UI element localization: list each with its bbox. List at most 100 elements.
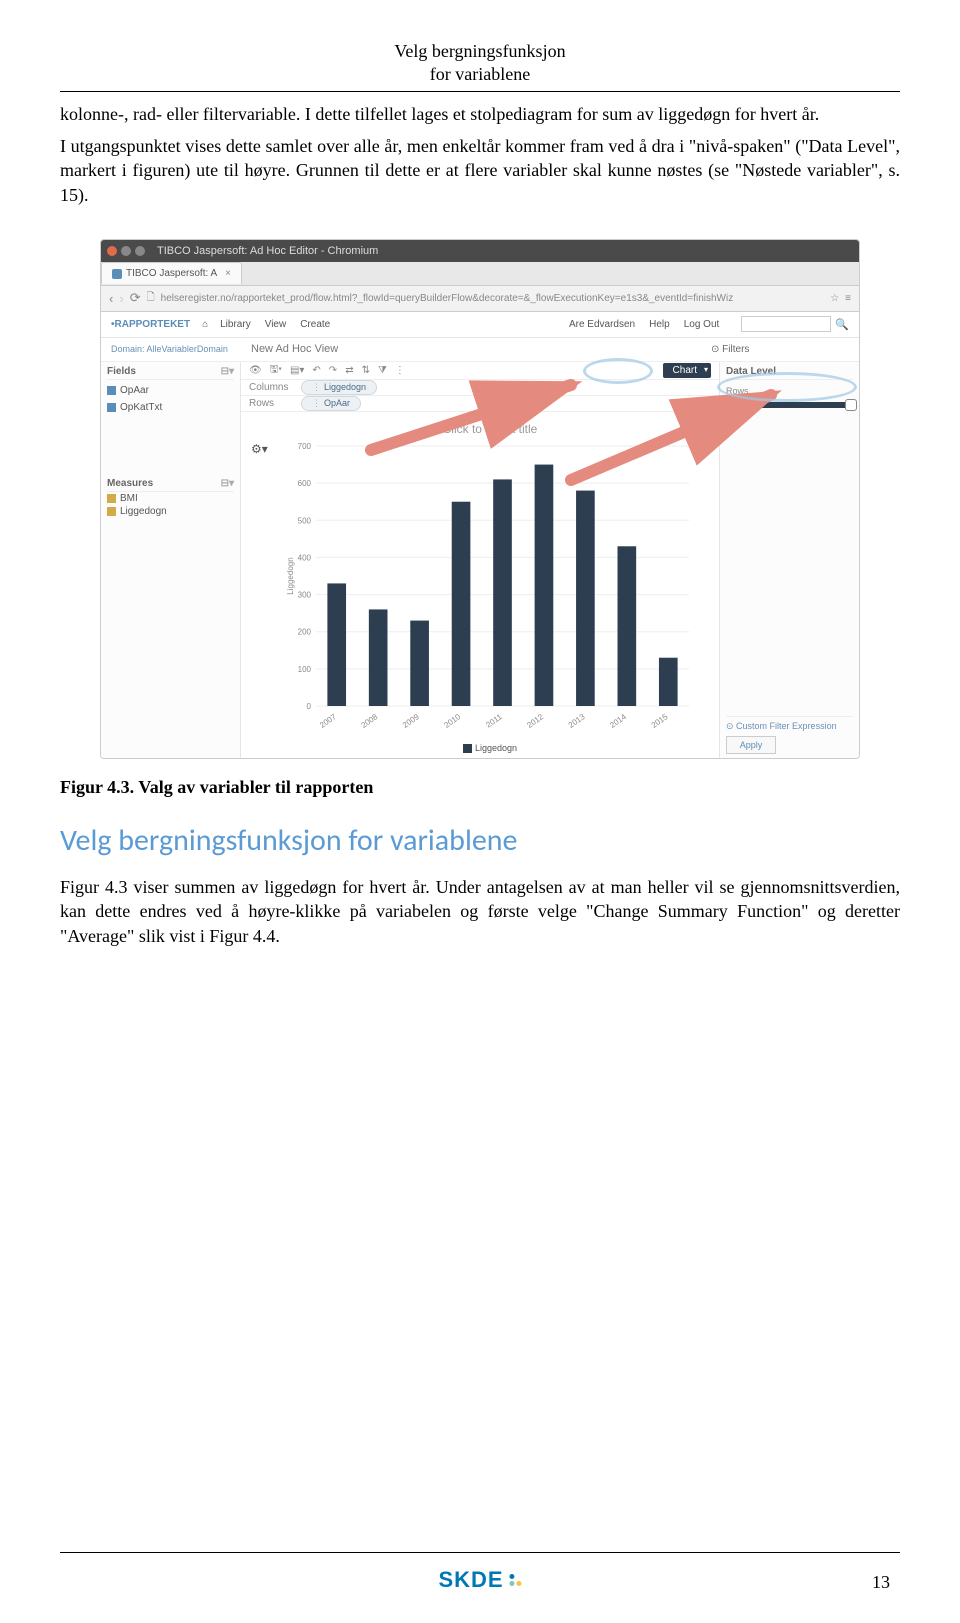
domain-label: Domain: AlleVariablerDomain <box>111 344 251 354</box>
columns-label: Columns <box>241 382 301 393</box>
reload-button[interactable]: ⟳ <box>130 290 141 306</box>
chart-type-dropdown[interactable]: Chart <box>663 363 711 378</box>
chart-legend: Liggedogn <box>281 743 699 753</box>
subhead-row: Domain: AlleVariablerDomain New Ad Hoc V… <box>101 338 859 362</box>
slider-knob[interactable] <box>845 399 857 411</box>
measure-icon <box>107 507 116 516</box>
measure-liggedogn[interactable]: Liggedogn <box>107 505 234 518</box>
page-number: 13 <box>872 1572 890 1593</box>
svg-text:100: 100 <box>298 665 312 674</box>
browser-tabbar: TIBCO Jaspersoft: A × <box>101 262 859 286</box>
svg-text:2013: 2013 <box>567 712 587 730</box>
tool-undo-icon[interactable]: ↶ <box>312 365 320 376</box>
back-button[interactable]: ‹ <box>109 291 113 306</box>
legend-swatch <box>463 744 472 753</box>
menu-create[interactable]: Create <box>300 319 330 330</box>
para-3: Figur 4.3 viser summen av liggedøgn for … <box>60 875 900 948</box>
logo-text: SKDE <box>438 1567 503 1593</box>
filters-panel-title: ⊙ <box>711 344 722 355</box>
app-brand[interactable]: •RAPPORTEKET <box>111 319 190 330</box>
tab-favicon <box>112 269 122 279</box>
tool-filter-icon[interactable]: ⧩ <box>378 365 387 376</box>
bar-chart: 0100200300400500600700200720082009201020… <box>281 436 699 736</box>
page-header: Velg bergningsfunksjon for variablene <box>0 0 960 87</box>
para-2: I utgangspunktet vises dette samlet over… <box>60 134 900 207</box>
fields-panel-title: Fields⊟▾ <box>107 366 234 380</box>
tool-save-icon[interactable]: 🖫▾ <box>270 362 282 379</box>
window-title: TIBCO Jaspersoft: Ad Hoc Editor - Chromi… <box>157 245 378 257</box>
rows-shelf[interactable]: Rows ⋮OpAar <box>241 396 719 412</box>
editor-toolbar: 👁 🖫▾ ▤▾ ↶ ↷ ⇄ ⇅ ⧩ ⋮ Chart <box>241 362 719 380</box>
url-text[interactable]: helseregister.no/rapporteket_prod/flow.h… <box>161 293 825 304</box>
columns-pill-liggedogn[interactable]: ⋮Liggedogn <box>301 380 377 395</box>
data-level-slider[interactable] <box>726 402 853 408</box>
custom-filter-link[interactable]: ⊙ Custom Filter Expression <box>726 716 853 736</box>
svg-text:2015: 2015 <box>650 712 670 730</box>
tool-eye-icon[interactable]: 👁 <box>249 365 262 376</box>
svg-text:400: 400 <box>298 553 312 562</box>
search-input[interactable] <box>741 316 831 332</box>
svg-text:500: 500 <box>298 516 312 525</box>
footer-logo: SKDE <box>438 1567 521 1593</box>
svg-text:2009: 2009 <box>401 712 421 730</box>
close-icon[interactable] <box>107 246 117 256</box>
forward-button[interactable]: › <box>119 291 123 306</box>
minimize-icon[interactable] <box>121 246 131 256</box>
menu-library[interactable]: Library <box>220 319 251 330</box>
field-opkattxt[interactable]: OpKatTxt <box>107 401 234 414</box>
tool-switch-icon[interactable]: ⇄ <box>345 365 353 376</box>
data-level-label: Data Level <box>726 366 853 380</box>
header-line1: Velg bergningsfunksjon <box>0 40 960 63</box>
columns-shelf[interactable]: Columns ⋮Liggedogn <box>241 380 719 396</box>
field-icon <box>107 386 116 395</box>
rows-label: Rows <box>241 398 301 409</box>
header-line2: for variablene <box>0 63 960 86</box>
rows-pill-opaar[interactable]: ⋮OpAar <box>301 396 361 411</box>
star-icon[interactable]: ☆ <box>830 293 839 304</box>
left-panel: Fields⊟▾ OpAar OpKatTxt Measures⊟▾ BMI <box>101 362 241 758</box>
field-opaar[interactable]: OpAar <box>107 384 234 397</box>
svg-text:2012: 2012 <box>525 712 545 730</box>
logo-dots-icon <box>510 1574 522 1586</box>
svg-text:700: 700 <box>298 442 312 451</box>
tool-redo-icon[interactable]: ↷ <box>329 365 337 376</box>
figure-caption: Figur 4.3. Valg av variabler til rapport… <box>60 777 900 798</box>
search-icon[interactable]: 🔍 <box>835 318 849 331</box>
chart-area: Click to add a title ⚙▾ 0100200300400500… <box>241 412 719 759</box>
window-titlebar: TIBCO Jaspersoft: Ad Hoc Editor - Chromi… <box>101 240 859 262</box>
app-topmenu: •RAPPORTEKET ⌂ Library View Create Are E… <box>101 312 859 338</box>
home-icon[interactable]: ⌂ <box>202 319 208 330</box>
menu-logout[interactable]: Log Out <box>684 319 720 330</box>
para-1: kolonne-, rad- eller filtervariable. I d… <box>60 102 900 126</box>
page-icon: 🗋 <box>147 290 155 307</box>
tool-sort-icon[interactable]: ⇅ <box>362 365 370 376</box>
chart-settings-icon[interactable]: ⚙▾ <box>251 442 268 456</box>
svg-text:2010: 2010 <box>442 712 462 730</box>
svg-text:Liggedogn: Liggedogn <box>286 557 295 594</box>
menu-icon[interactable]: ≡ <box>845 293 851 304</box>
main-row: Fields⊟▾ OpAar OpKatTxt Measures⊟▾ BMI <box>101 362 859 758</box>
tab-close-icon[interactable]: × <box>225 268 231 279</box>
browser-urlbar: ‹ › ⟳ 🗋 helseregister.no/rapporteket_pro… <box>101 286 859 312</box>
right-panel: Data Level Rows ⊙ Custom Filter Expressi… <box>719 362 859 758</box>
svg-text:2008: 2008 <box>360 712 380 730</box>
svg-text:2011: 2011 <box>484 712 504 730</box>
svg-text:200: 200 <box>298 628 312 637</box>
measure-bmi[interactable]: BMI <box>107 492 234 505</box>
maximize-icon[interactable] <box>135 246 145 256</box>
user-name[interactable]: Are Edvardsen <box>569 319 635 330</box>
app-screenshot: TIBCO Jaspersoft: Ad Hoc Editor - Chromi… <box>100 239 860 759</box>
svg-text:600: 600 <box>298 479 312 488</box>
tool-options-icon[interactable]: ⋮ <box>395 365 405 376</box>
tool-export-icon[interactable]: ▤▾ <box>290 365 304 376</box>
center-panel: 👁 🖫▾ ▤▾ ↶ ↷ ⇄ ⇅ ⧩ ⋮ Chart Columns ⋮Ligge… <box>241 362 719 758</box>
browser-tab[interactable]: TIBCO Jaspersoft: A × <box>101 262 242 284</box>
section-heading: Velg bergningsfunksjon for variablene <box>60 822 900 859</box>
chart-title-placeholder[interactable]: Click to add a title <box>281 422 699 436</box>
svg-text:300: 300 <box>298 591 312 600</box>
menu-view[interactable]: View <box>265 319 287 330</box>
menu-help[interactable]: Help <box>649 319 670 330</box>
svg-text:2007: 2007 <box>318 712 338 730</box>
subhead-title: New Ad Hoc View <box>251 343 338 355</box>
apply-button[interactable]: Apply <box>726 736 776 754</box>
